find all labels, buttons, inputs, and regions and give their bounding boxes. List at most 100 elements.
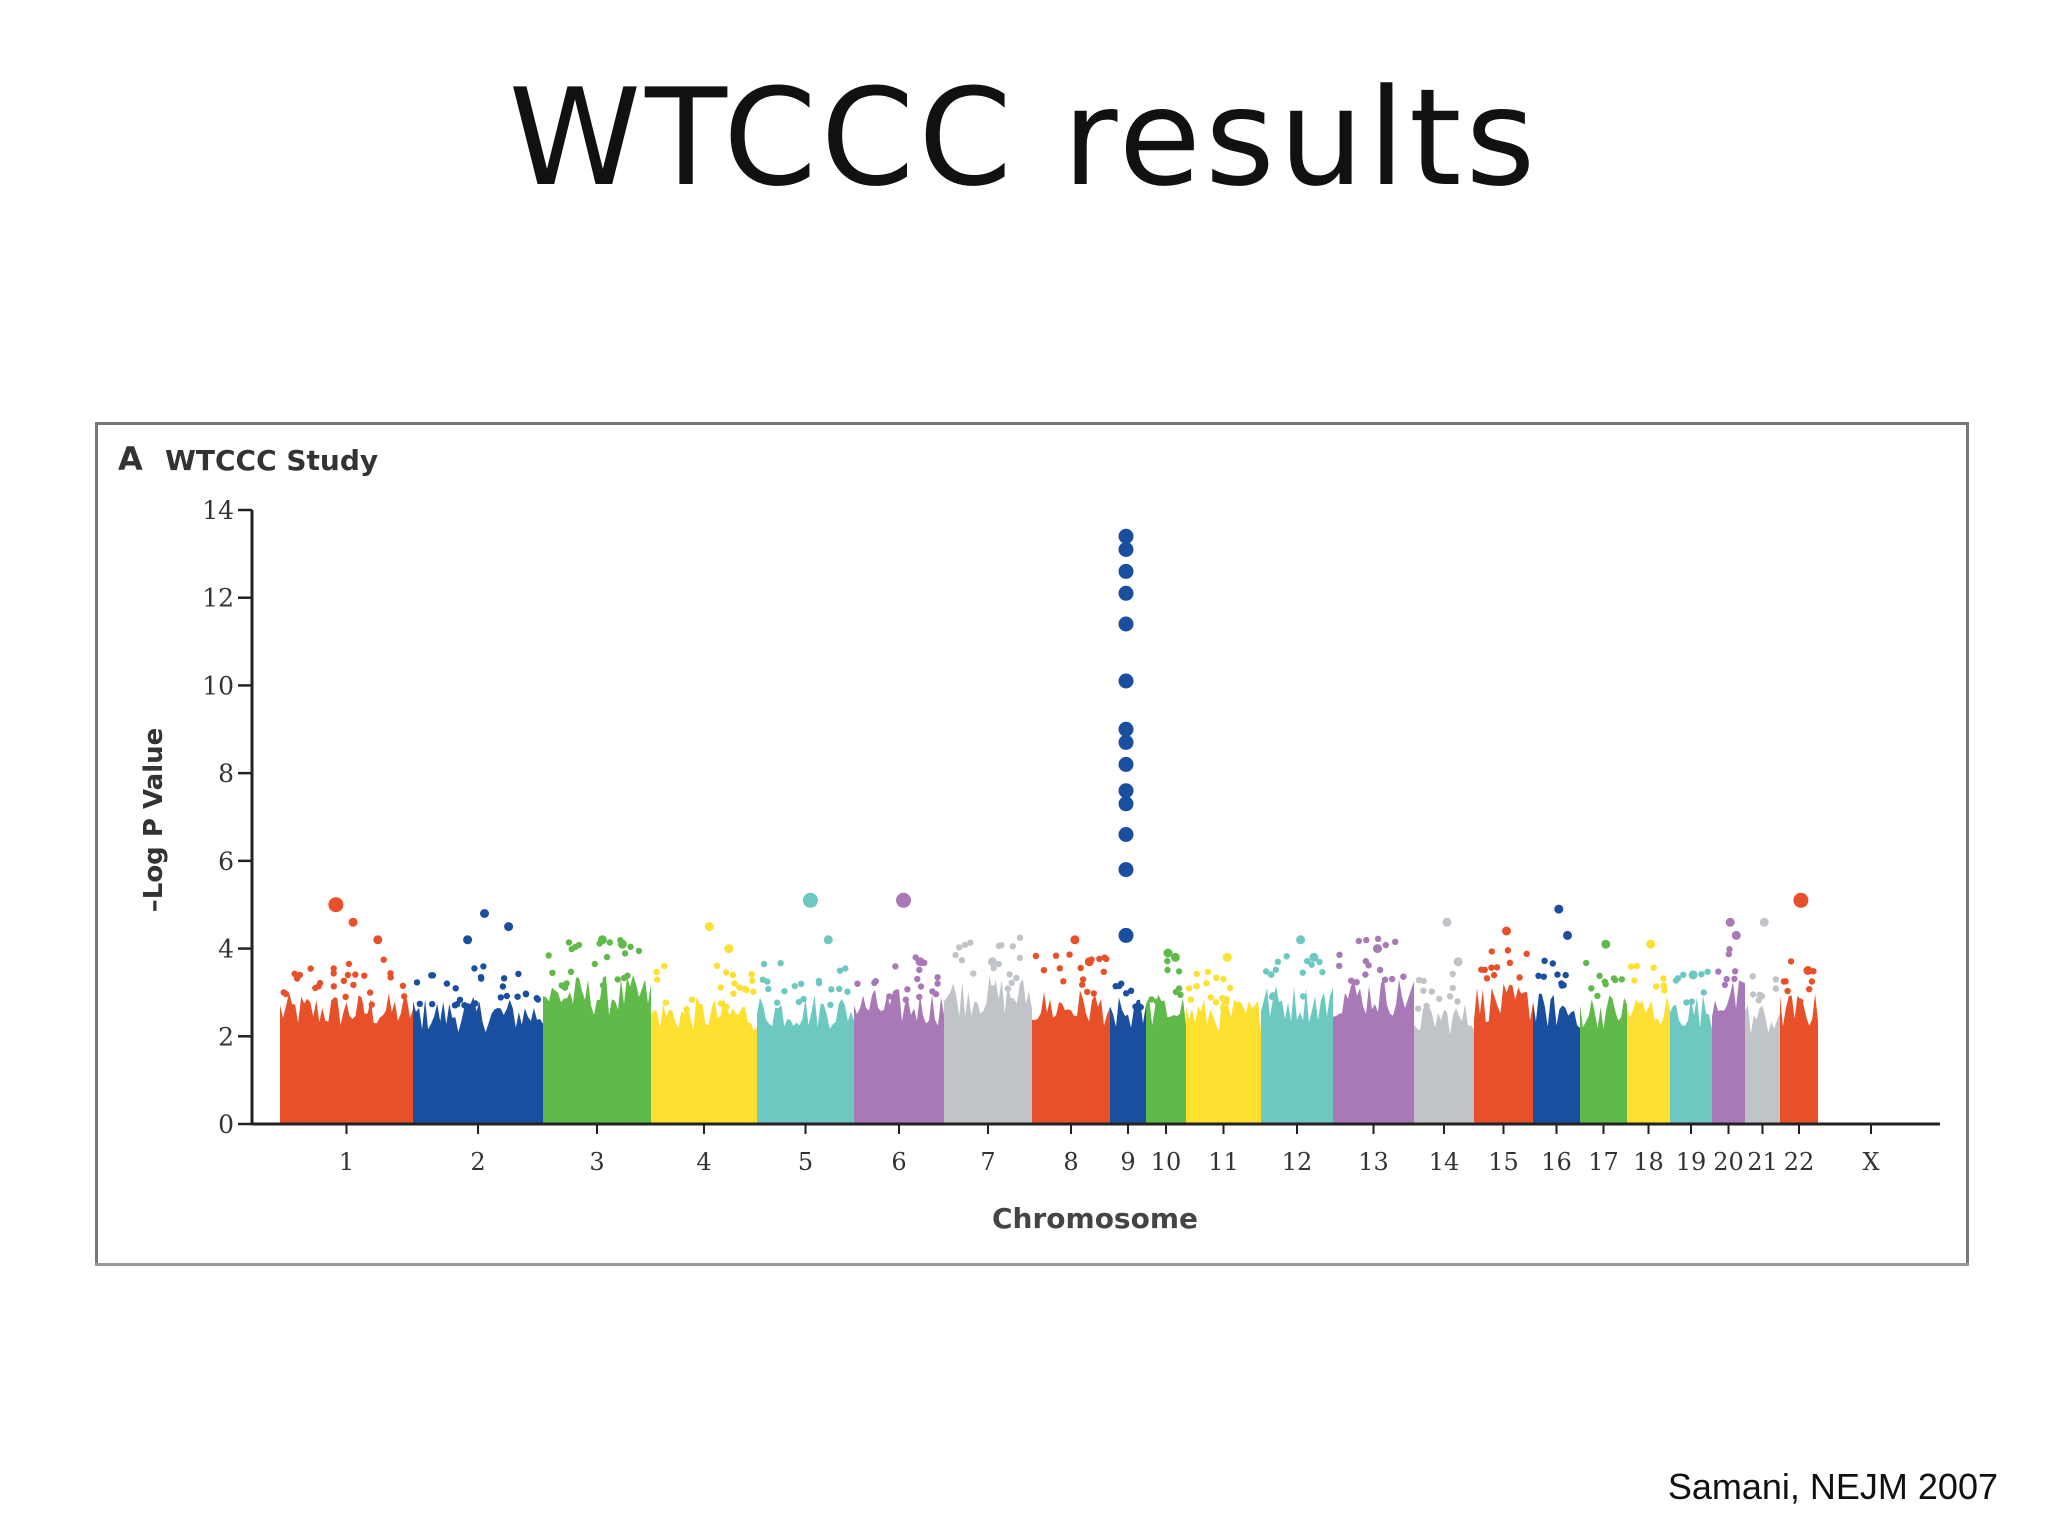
snp-point <box>760 960 768 968</box>
snp-point <box>1185 985 1193 992</box>
peak-point-chr3 <box>617 939 627 949</box>
chromosome-block-6 <box>854 989 944 1124</box>
snp-point <box>296 971 304 979</box>
snp-point <box>357 1001 364 1009</box>
snp-point <box>1704 968 1711 975</box>
peak-point-chr14 <box>1442 917 1452 927</box>
snp-point <box>1523 950 1530 957</box>
snp-point <box>591 960 598 968</box>
chromosome-block-9 <box>1110 997 1146 1124</box>
snp-point <box>1226 984 1234 992</box>
snp-point <box>1212 999 1220 1006</box>
snp-point <box>1454 998 1461 1005</box>
snp-point <box>1392 938 1399 945</box>
chromosome-bars <box>280 975 1818 1124</box>
peak-point-chr7 <box>987 957 997 967</box>
snp-point <box>1006 971 1013 978</box>
peak-point-chr16 <box>1563 930 1572 940</box>
y-axis-label: –Log P Value <box>139 728 169 913</box>
snp-point <box>361 972 368 979</box>
snp-point <box>1299 993 1307 1000</box>
x-tick-label-8: 8 <box>1063 1148 1078 1176</box>
snp-point <box>1336 951 1343 958</box>
snp-point <box>722 969 730 976</box>
peak-point-chr3 <box>597 935 607 945</box>
snp-point <box>1353 979 1360 986</box>
citation: Samani, NEJM 2007 <box>1667 1466 1998 1507</box>
snp-point <box>1784 987 1791 995</box>
snp-point <box>1096 955 1103 963</box>
snp-point <box>914 975 921 983</box>
snp-point <box>366 989 374 996</box>
snp-point <box>1016 934 1024 941</box>
snp-point <box>1731 975 1738 983</box>
snp-point <box>1428 988 1436 995</box>
snp-point <box>891 996 898 1004</box>
snp-point <box>350 981 357 989</box>
snp-point <box>989 985 996 992</box>
snp-point <box>1516 974 1523 981</box>
peak-point-chr9 <box>1118 542 1134 557</box>
x-tick-label-21: 21 <box>1747 1148 1778 1176</box>
snp-point <box>729 971 736 979</box>
snp-point <box>1725 950 1733 958</box>
snp-point <box>1164 957 1171 965</box>
snp-point <box>1376 966 1384 974</box>
snp-point <box>1635 1002 1642 1009</box>
snp-point <box>1672 977 1680 984</box>
peak-point-chr14 <box>1453 957 1463 967</box>
snp-point <box>653 968 660 976</box>
snp-point <box>1731 968 1739 975</box>
snp-point <box>1554 971 1561 978</box>
snp-point <box>683 1006 690 1013</box>
snp-point <box>1348 977 1355 984</box>
peak-point-chr9 <box>1118 862 1134 878</box>
snp-point <box>614 976 621 983</box>
snp-point <box>1449 984 1456 992</box>
snp-point <box>456 996 464 1003</box>
snp-point <box>916 966 923 974</box>
x-tick-label-17: 17 <box>1588 1148 1619 1176</box>
snp-point <box>1316 958 1323 966</box>
snp-point <box>1535 972 1542 979</box>
snp-point <box>844 988 851 995</box>
snp-point <box>1436 995 1443 1003</box>
snp-point <box>627 943 634 950</box>
snp-point <box>352 971 359 978</box>
snp-point <box>1660 982 1668 989</box>
snp-point <box>717 984 724 991</box>
chromosome-block-20 <box>1712 980 1745 1124</box>
snp-point <box>480 963 487 970</box>
y-tick-label: 14 <box>202 496 234 525</box>
snp-point <box>472 1000 479 1007</box>
x-tick-label-4: 4 <box>696 1148 711 1176</box>
snp-point <box>291 970 298 977</box>
snp-point <box>503 992 510 1000</box>
snp-point <box>1090 990 1098 997</box>
snp-point <box>1420 987 1427 994</box>
snp-point <box>934 980 941 987</box>
snp-point <box>1207 994 1215 1001</box>
x-tick-label-1: 1 <box>339 1148 354 1176</box>
peak-point-chr4 <box>704 922 714 932</box>
snp-point <box>717 1000 725 1007</box>
peak-point-chr15 <box>1502 926 1511 936</box>
peak-point-chr17 <box>1601 939 1611 949</box>
peak-point-chr9 <box>1118 734 1134 750</box>
snp-point <box>1698 971 1705 978</box>
snp-point <box>1806 986 1813 993</box>
snp-point <box>1355 937 1363 945</box>
snp-point <box>1066 951 1073 958</box>
snp-point <box>1283 953 1290 960</box>
snp-point <box>1204 968 1212 976</box>
x-tick-label-19: 19 <box>1676 1148 1707 1176</box>
snp-point <box>967 939 974 946</box>
x-tick-label-15: 15 <box>1488 1148 1519 1176</box>
snp-point <box>1583 959 1590 967</box>
peak-point-chr18 <box>1646 939 1656 949</box>
snp-point <box>443 980 451 987</box>
snp-point <box>471 965 478 972</box>
snp-point <box>344 971 352 979</box>
snp-point <box>1079 981 1086 988</box>
chart-title: WTCCC Study <box>165 444 379 477</box>
